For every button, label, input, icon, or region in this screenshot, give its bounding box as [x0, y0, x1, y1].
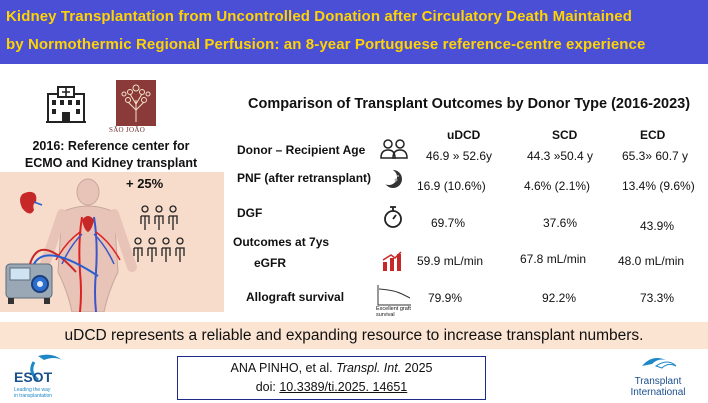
- row-label-egfr: eGFR: [254, 256, 287, 270]
- circulatory-body-icon: [39, 178, 137, 312]
- cell-pnf-scd: 4.6% (2.1%): [524, 179, 591, 193]
- doi-link[interactable]: 10.3389/ti.2025. 14651: [279, 380, 408, 394]
- title-line-1: Kidney Transplantation from Uncontrolled…: [6, 8, 632, 25]
- cell-pnf-udcd: 16.9 (10.6%): [417, 179, 486, 193]
- cell-age-ecd: 65.3» 60.7 y: [622, 149, 689, 163]
- cell-survival-ecd: 73.3%: [640, 291, 675, 305]
- row-label-pnf: PNF (after retransplant): [237, 171, 372, 185]
- esot-tagline-2: in transplantation: [14, 393, 52, 399]
- increase-label: + 25%: [126, 176, 164, 191]
- cell-dgf-udcd: 69.7%: [431, 216, 466, 230]
- cell-pnf-ecd: 13.4% (9.6%): [622, 179, 695, 193]
- row-label-age: Donor – Recipient Age: [237, 143, 366, 157]
- title-line-2: by Normothermic Regional Perfusion: an 8…: [6, 36, 646, 53]
- esot-tagline-1: Leading the way: [14, 387, 51, 393]
- cell-age-udcd: 46.9 » 52.6y: [426, 149, 493, 163]
- cell-survival-udcd: 79.9%: [428, 291, 463, 305]
- people-icon: [380, 139, 408, 159]
- bar-chart-icon: [382, 251, 402, 271]
- hospital-icon: [46, 86, 86, 123]
- ti-line-1: Transplant: [635, 376, 682, 387]
- kidney-icon: [20, 191, 43, 214]
- comparison-title: Comparison of Transplant Outcomes by Don…: [248, 96, 691, 112]
- ecmo-illustration: [5, 178, 185, 312]
- cell-egfr-udcd: 59.9 mL/min: [417, 254, 484, 268]
- cell-survival-scd: 92.2%: [542, 291, 577, 305]
- cell-egfr-ecd: 48.0 mL/min: [618, 254, 685, 268]
- esot-name: ESOT: [14, 369, 53, 385]
- moon-icon: [382, 169, 402, 188]
- cell-dgf-ecd: 43.9%: [640, 219, 675, 233]
- citation-box: [177, 356, 486, 400]
- column-header-ecd: ECD: [640, 128, 666, 142]
- people-group-icon: [133, 205, 185, 262]
- column-header-scd: SCD: [552, 128, 578, 142]
- ecmo-machine-icon: [5, 248, 99, 304]
- ti-line-2: International: [630, 387, 685, 398]
- conclusion-text: uDCD represents a reliable and expanding…: [64, 327, 644, 344]
- logo-text: SÃO JOÃO: [109, 126, 146, 134]
- row-label-dgf: DGF: [237, 206, 263, 220]
- transplant-international-logo: Transplant International: [630, 358, 686, 398]
- reference-center-text: 2016: Reference center for ECMO and Kidn…: [24, 139, 198, 170]
- cell-age-scd: 44.3 »50.4 y: [527, 149, 594, 163]
- column-header-udcd: uDCD: [447, 128, 481, 142]
- esot-logo: ESOT Leading the way in transplantation: [14, 354, 62, 399]
- row-label-survival: Allograft survival: [246, 290, 345, 304]
- sao-joao-tree-logo: [116, 80, 156, 126]
- conclusion-band: [0, 322, 708, 349]
- survival-caption: Excellent graft survival: [376, 306, 411, 318]
- citation-line-1: ANA PINHO, et al. Transpl. Int. 2025: [230, 361, 433, 375]
- header-banner: Kidney Transplantation from Uncontrolled…: [0, 0, 708, 64]
- survival-curve-icon: [377, 285, 411, 306]
- stopwatch-icon: [384, 206, 402, 228]
- cell-dgf-scd: 37.6%: [543, 216, 578, 230]
- cell-egfr-scd: 67.8 mL/min: [520, 252, 587, 266]
- outcomes-header: Outcomes at 7ys: [233, 235, 330, 249]
- citation-line-2: doi: 10.3389/ti.2025. 14651: [255, 380, 408, 394]
